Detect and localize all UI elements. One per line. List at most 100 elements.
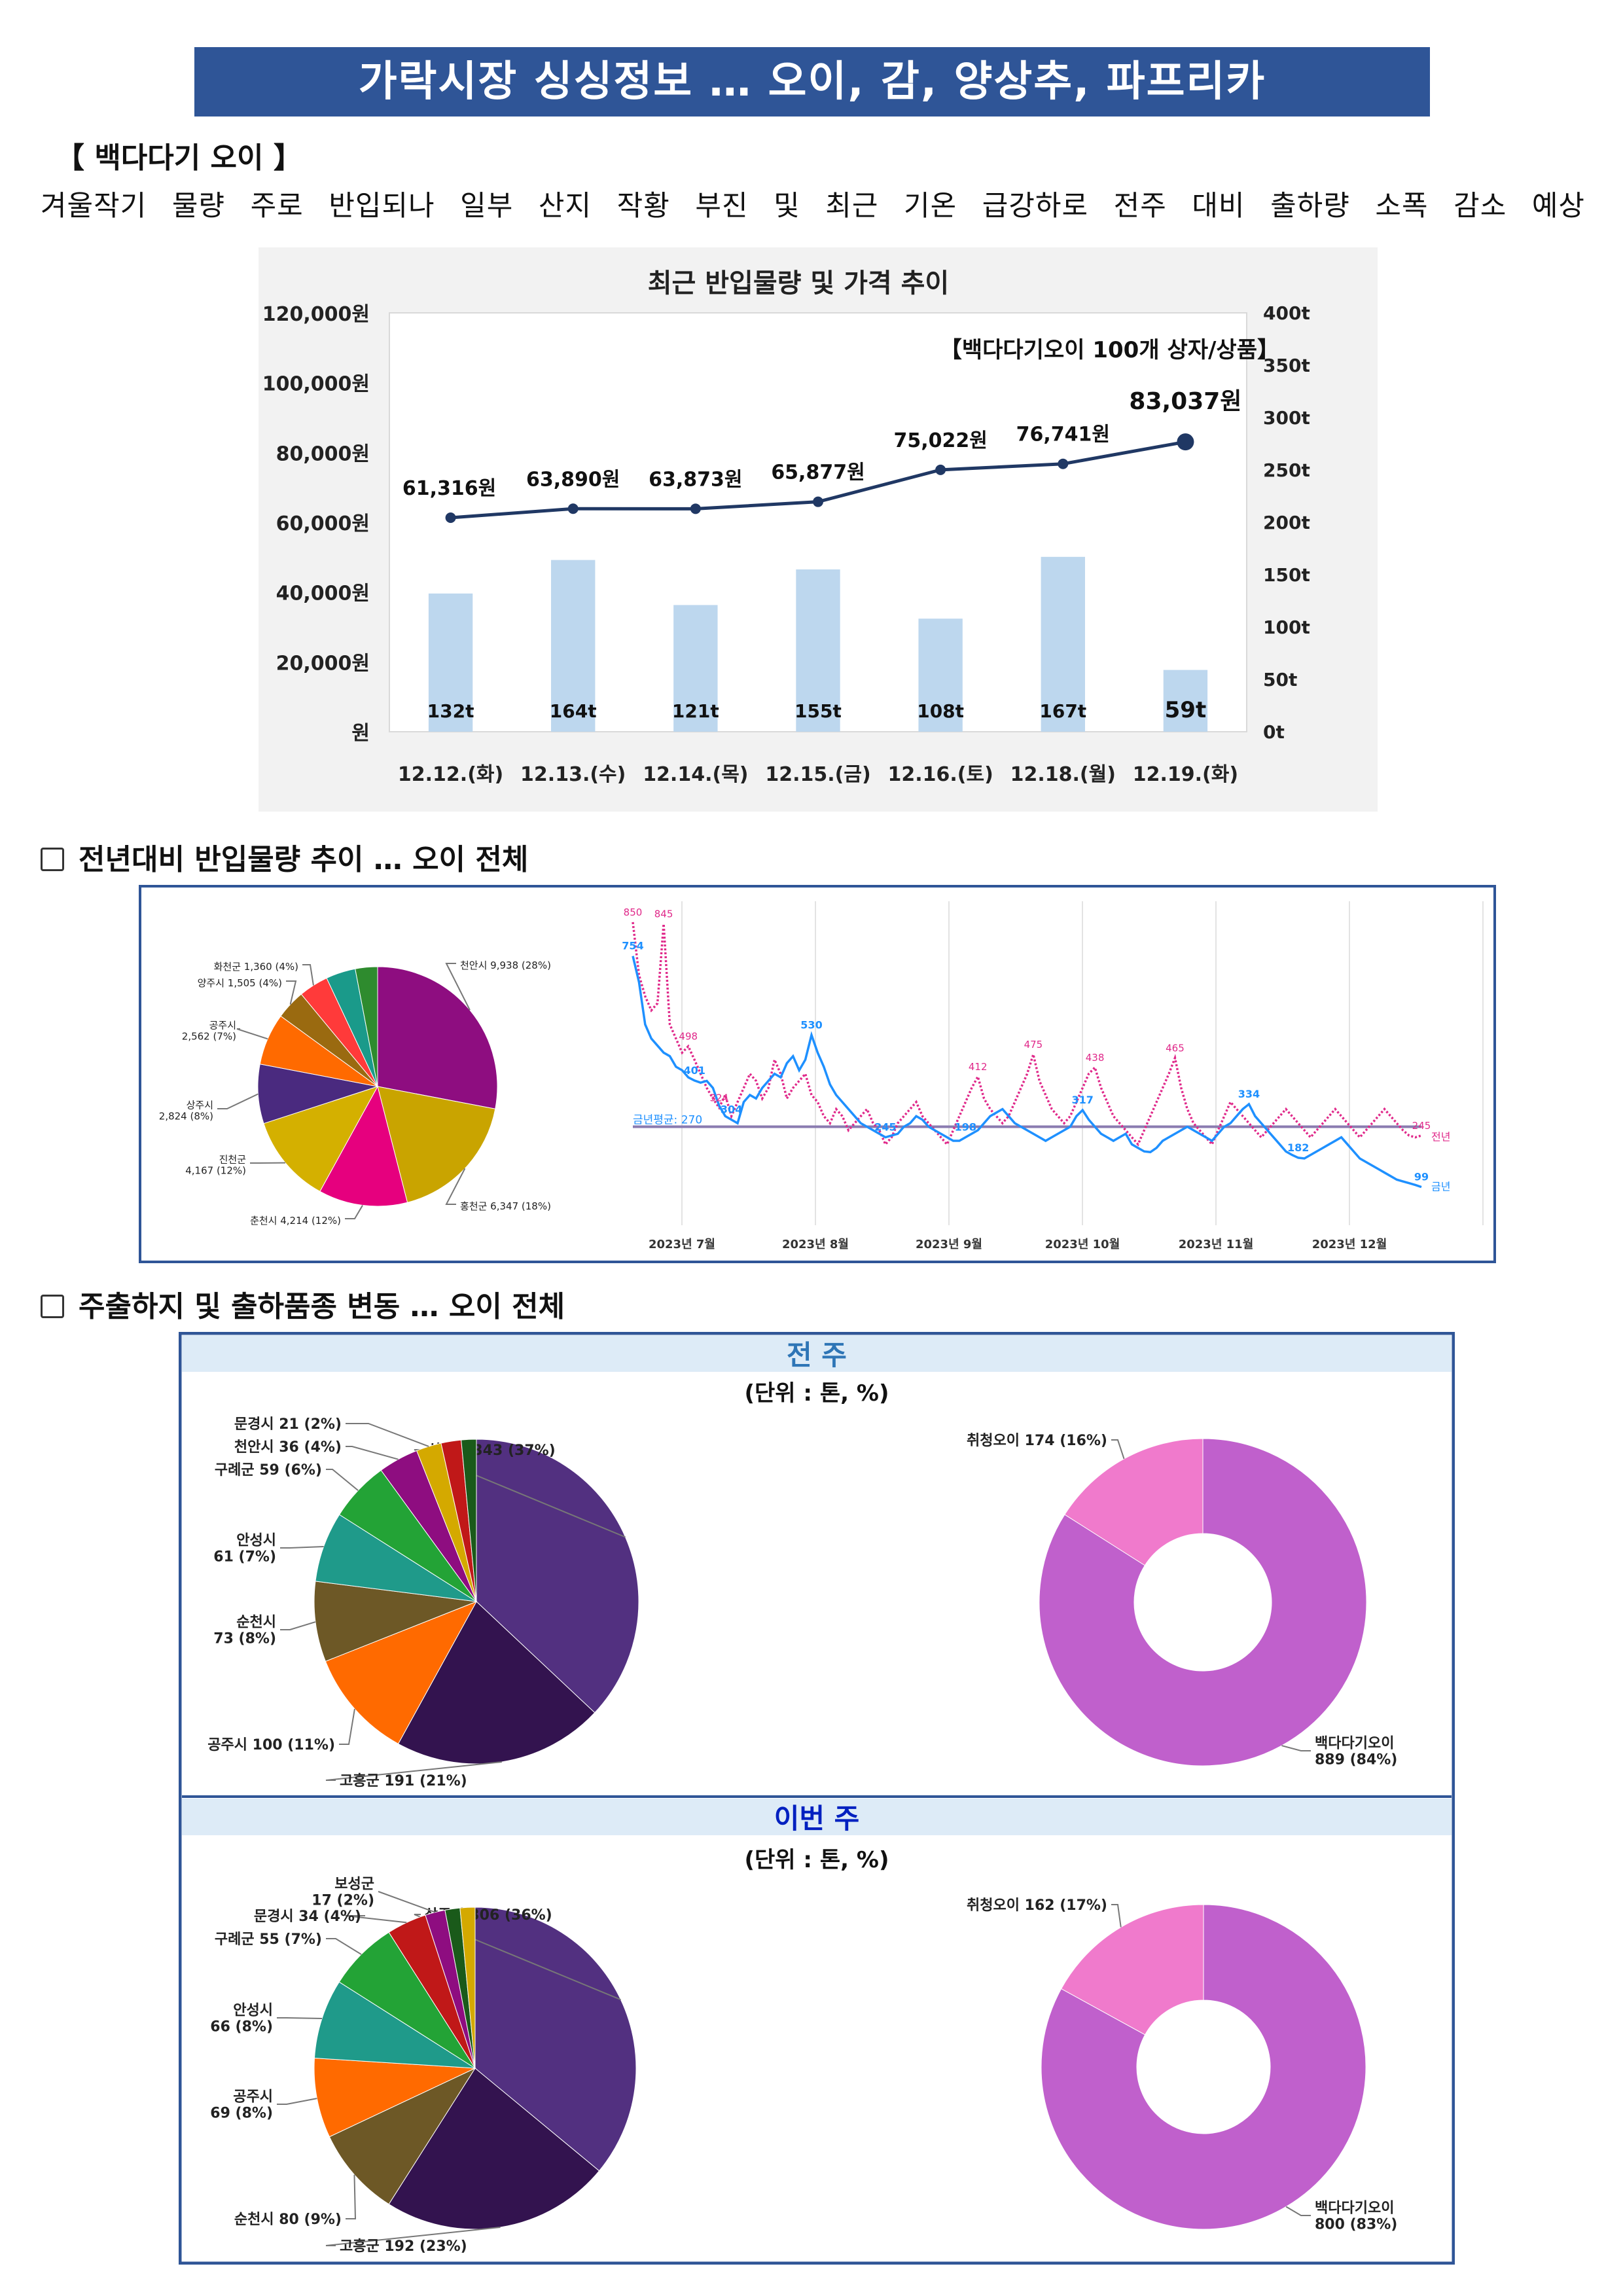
pie-slice: [313, 2058, 476, 2138]
volume-bar: [796, 569, 840, 732]
pie-slice: [338, 1931, 476, 2069]
volume-bar: [673, 605, 718, 732]
price-point: [567, 503, 579, 514]
x-axis-label: 2023년 8월: [782, 1238, 849, 1251]
chart-annotation: 【백다다기오이 100개 상자/상품】: [940, 337, 1279, 363]
this-year-point-label: 182: [1287, 1141, 1309, 1154]
volume-bar-label: 167t: [1039, 700, 1086, 722]
pie-label: 천안시 9,938 (28%): [460, 960, 551, 971]
right-axis-tick: 50t: [1263, 669, 1297, 691]
pie-slice: [1039, 1438, 1367, 1767]
prev-year-point-label: 850: [624, 906, 643, 918]
pie-slice: [315, 1514, 477, 1602]
this-year-point-label: 334: [1238, 1088, 1260, 1100]
leader-line: [339, 1708, 355, 1745]
pie-slice: [377, 1086, 496, 1203]
leader-line: [326, 1938, 362, 1955]
leader-line: [280, 1621, 316, 1630]
pie-label: 화천군 1,360 (4%): [214, 961, 298, 973]
checkbox-icon: [41, 848, 64, 871]
pie-label: 공주시: [233, 2089, 273, 2105]
left-axis-tick: 60,000원: [276, 512, 370, 535]
this-year-point-label: 304: [721, 1103, 742, 1116]
this-year-point-label: 198: [955, 1121, 976, 1134]
left-axis-tick: 원: [351, 722, 370, 745]
chart-title: 최근 반입물량 및 가격 추이: [648, 268, 950, 298]
x-axis-label: 2023년 10월: [1045, 1238, 1120, 1251]
leader-line: [445, 1168, 466, 1205]
pie-label: 4,167 (12%): [185, 1165, 246, 1177]
origin-variety-panel: 전 주 (단위 : 톤, %) 이번 주 (단위 : 톤, %) 상주시 343…: [179, 1332, 1455, 2265]
prev-year-line: [632, 922, 1422, 1147]
x-axis-label: 2023년 7월: [649, 1238, 715, 1251]
pie-slice: [377, 966, 498, 1109]
volume-bar: [918, 619, 963, 732]
volume-bar-label: 59t: [1165, 697, 1207, 723]
pie-label: 안성시: [236, 1532, 276, 1549]
right-axis-tick: 100t: [1263, 617, 1310, 638]
price-label: 63,873원: [649, 468, 742, 491]
leader-line: [217, 1093, 259, 1109]
price-point: [445, 512, 456, 523]
pie-label: 공주시: [209, 1019, 236, 1031]
leader-line: [414, 1914, 621, 2001]
pie-label: 69 (8%): [210, 2106, 273, 2122]
panel-this-label: 이번 주: [774, 1803, 860, 1835]
section-yoy-heading-text: 전년대비 반입물량 추이 … 오이 전체: [79, 843, 529, 876]
price-point: [813, 496, 823, 507]
pie-label: 2,824 (8%): [159, 1111, 213, 1122]
section-origin-heading: 주출하지 및 출하품종 변동 … 오이 전체: [41, 1283, 565, 1325]
leader-line: [345, 1915, 407, 1924]
right-axis-tick: 300t: [1263, 407, 1310, 429]
pie-label: 순천시: [236, 1614, 276, 1630]
volume-bar: [1163, 670, 1208, 732]
left-axis-tick: 80,000원: [276, 442, 370, 465]
right-axis-tick: 400t: [1263, 302, 1310, 324]
product-subtitle: 【 백다다기 오이 】: [56, 141, 302, 175]
this-year-point-label: 754: [622, 940, 643, 952]
pie-slice: [459, 1907, 476, 2069]
pie-label: 73 (8%): [213, 1631, 276, 1647]
pie-slice: [329, 2067, 476, 2205]
pie-slice: [476, 1439, 639, 1713]
category-label: 12.19.(화): [1133, 763, 1238, 786]
prev-year-point-label: 475: [1024, 1039, 1043, 1050]
volume-bar: [428, 593, 473, 732]
pie-slice: [263, 1086, 379, 1193]
page-title: 가락시장 싱싱정보 … 오이, 감, 양상추, 파프리카: [194, 47, 1430, 117]
price-label: 65,877원: [771, 461, 865, 484]
price-point: [690, 503, 701, 514]
pie-label: 2,562 (7%): [182, 1031, 236, 1043]
pie-slice: [313, 1581, 477, 1662]
this-year-point-label: 530: [800, 1018, 822, 1031]
leader-line: [346, 1446, 399, 1460]
pie-label: 보성군: [334, 1876, 374, 1892]
leader-line: [1285, 2206, 1311, 2216]
right-axis-tick: 200t: [1263, 512, 1310, 533]
volume-bar: [1041, 556, 1085, 732]
section-yoy-heading: 전년대비 반입물량 추이 … 오이 전체: [41, 836, 528, 878]
right-axis-tick: 0t: [1263, 721, 1285, 743]
pie-label: 취청오이 174 (16%): [967, 1433, 1107, 1449]
left-axis-tick: 120,000원: [262, 303, 370, 326]
pie-slice: [257, 1064, 378, 1124]
leader-line: [1111, 1439, 1125, 1460]
left-axis-tick: 20,000원: [276, 652, 370, 675]
pie-label: 17 (2%): [312, 1893, 374, 1909]
checkbox-icon: [41, 1295, 64, 1318]
pie-label: 취청오이 162 (17%): [967, 1897, 1107, 1914]
right-axis-tick: 150t: [1263, 564, 1310, 586]
pie-slice: [1061, 1904, 1204, 2036]
leader-line: [1281, 1745, 1311, 1751]
leader-line: [280, 1545, 324, 1549]
volume-bar-label: 164t: [550, 700, 597, 722]
price-point: [1177, 433, 1194, 451]
prev-year-point-label: 324: [709, 1092, 728, 1103]
average-label: 금년평균: 270: [633, 1114, 702, 1127]
leader-line: [236, 1028, 268, 1040]
leader-line: [325, 2226, 501, 2246]
this-year-point-label: 401: [683, 1064, 705, 1077]
pie-label: 61 (7%): [213, 1549, 276, 1566]
volume-bar-label: 132t: [427, 700, 474, 722]
volume-bar-label: 121t: [672, 700, 719, 722]
